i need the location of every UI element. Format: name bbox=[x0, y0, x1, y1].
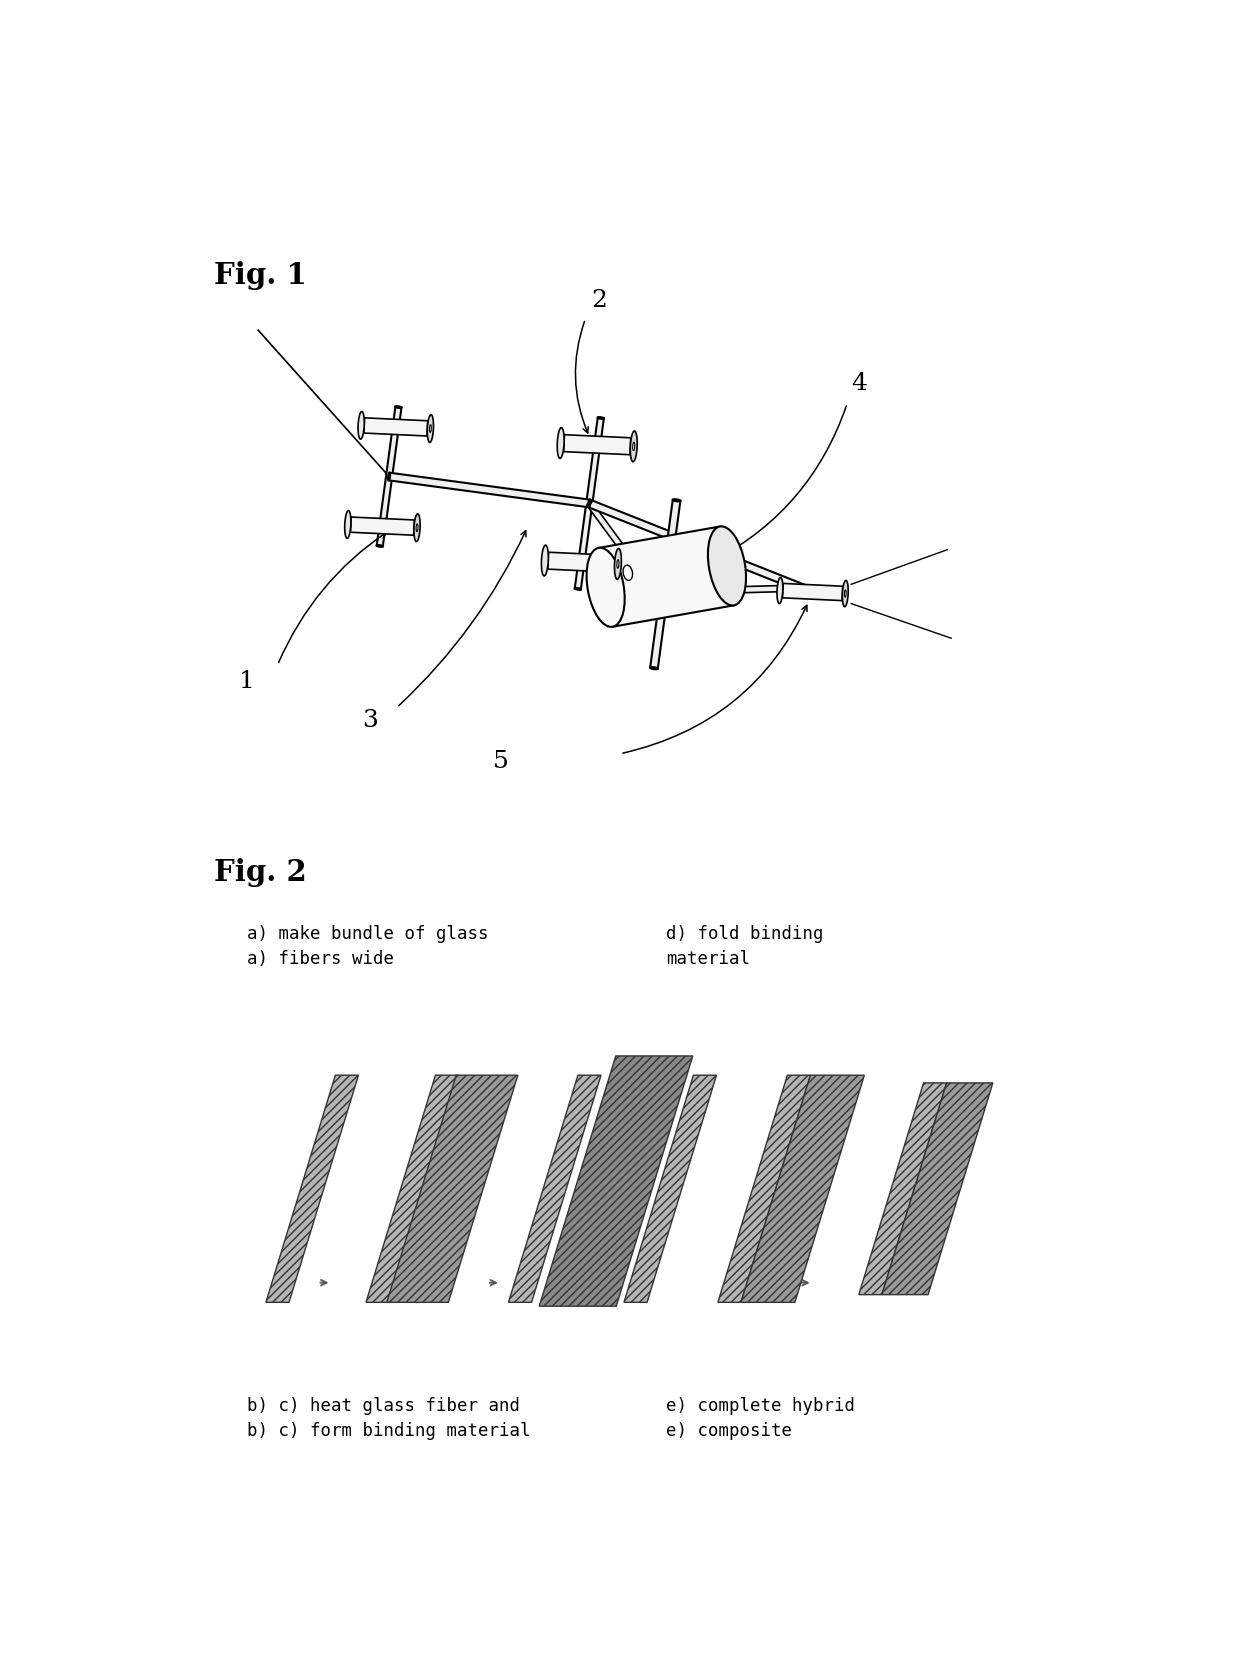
Ellipse shape bbox=[575, 588, 580, 590]
Text: Fig. 2: Fig. 2 bbox=[213, 857, 306, 887]
Ellipse shape bbox=[844, 590, 846, 598]
Ellipse shape bbox=[622, 565, 632, 580]
Ellipse shape bbox=[598, 417, 604, 419]
Ellipse shape bbox=[429, 425, 432, 432]
Ellipse shape bbox=[650, 668, 657, 669]
Ellipse shape bbox=[377, 545, 383, 546]
Ellipse shape bbox=[414, 513, 420, 541]
Ellipse shape bbox=[417, 523, 418, 532]
Ellipse shape bbox=[557, 427, 564, 458]
Polygon shape bbox=[718, 1075, 811, 1302]
Polygon shape bbox=[859, 1083, 946, 1294]
Ellipse shape bbox=[630, 430, 637, 462]
Ellipse shape bbox=[712, 588, 713, 593]
Polygon shape bbox=[363, 419, 428, 435]
Polygon shape bbox=[564, 435, 631, 455]
Polygon shape bbox=[377, 407, 402, 546]
Polygon shape bbox=[366, 1075, 459, 1302]
Polygon shape bbox=[588, 500, 813, 596]
Text: Fig. 1: Fig. 1 bbox=[213, 261, 306, 291]
Polygon shape bbox=[624, 1075, 717, 1302]
Text: 4: 4 bbox=[851, 372, 867, 395]
Text: d) fold binding: d) fold binding bbox=[666, 925, 823, 942]
Text: a) fibers wide: a) fibers wide bbox=[247, 950, 393, 968]
Ellipse shape bbox=[796, 585, 799, 591]
Text: b) c) heat glass fiber and: b) c) heat glass fiber and bbox=[247, 1397, 520, 1415]
Text: e) complete hybrid: e) complete hybrid bbox=[666, 1397, 856, 1415]
Polygon shape bbox=[882, 1083, 993, 1294]
Polygon shape bbox=[388, 473, 590, 507]
Polygon shape bbox=[387, 1075, 518, 1302]
Text: 5: 5 bbox=[494, 749, 508, 772]
Ellipse shape bbox=[615, 548, 621, 580]
Ellipse shape bbox=[632, 442, 635, 450]
Polygon shape bbox=[575, 417, 604, 590]
Ellipse shape bbox=[587, 548, 625, 626]
Polygon shape bbox=[713, 585, 797, 593]
Ellipse shape bbox=[708, 527, 746, 606]
Polygon shape bbox=[539, 1056, 693, 1306]
Polygon shape bbox=[548, 551, 615, 573]
Ellipse shape bbox=[629, 560, 634, 563]
Text: 2: 2 bbox=[591, 289, 608, 312]
Polygon shape bbox=[265, 1075, 358, 1302]
Ellipse shape bbox=[673, 500, 681, 502]
Ellipse shape bbox=[345, 510, 351, 538]
Ellipse shape bbox=[842, 580, 848, 606]
Text: 1: 1 bbox=[239, 671, 254, 693]
Polygon shape bbox=[650, 500, 681, 669]
Ellipse shape bbox=[588, 500, 591, 507]
Polygon shape bbox=[599, 527, 734, 626]
Text: b) c) form binding material: b) c) form binding material bbox=[247, 1422, 531, 1440]
Ellipse shape bbox=[428, 415, 434, 442]
Ellipse shape bbox=[588, 500, 590, 507]
Ellipse shape bbox=[587, 502, 591, 505]
Polygon shape bbox=[587, 502, 634, 563]
Ellipse shape bbox=[396, 407, 402, 409]
Text: 3: 3 bbox=[362, 709, 378, 733]
Polygon shape bbox=[782, 583, 843, 601]
Text: material: material bbox=[666, 950, 750, 968]
Ellipse shape bbox=[777, 578, 782, 603]
Polygon shape bbox=[351, 517, 414, 535]
Polygon shape bbox=[742, 1075, 864, 1302]
Polygon shape bbox=[508, 1075, 601, 1302]
Ellipse shape bbox=[358, 412, 365, 439]
Text: e) composite: e) composite bbox=[666, 1422, 792, 1440]
Text: a) make bundle of glass: a) make bundle of glass bbox=[247, 925, 489, 942]
Ellipse shape bbox=[542, 545, 548, 576]
Ellipse shape bbox=[388, 473, 391, 480]
Ellipse shape bbox=[811, 588, 815, 596]
Ellipse shape bbox=[616, 560, 619, 568]
